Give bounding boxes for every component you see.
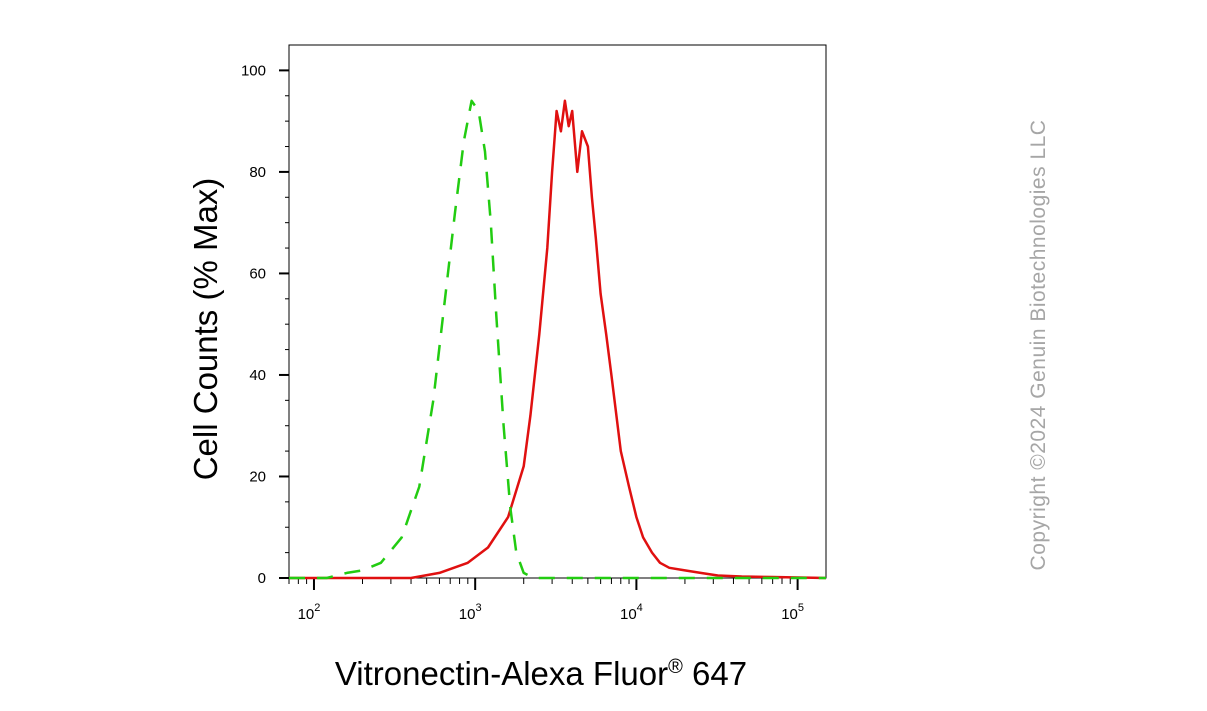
y-tick-label: 40 xyxy=(249,367,266,384)
y-axis: 0 20 40 60 80 100 xyxy=(241,62,289,587)
y-tick-label: 20 xyxy=(249,468,266,485)
x-tick-label: 103 xyxy=(459,602,482,623)
x-tick-label: 105 xyxy=(781,602,804,623)
x-axis-title-registered-mark: ® xyxy=(668,656,683,678)
x-tick-label: 102 xyxy=(298,602,321,623)
x-axis-title-suffix: 647 xyxy=(683,655,747,692)
y-axis-title: Cell Counts (% Max) xyxy=(187,178,224,481)
control-histogram-line xyxy=(289,99,826,580)
series-layer xyxy=(289,99,827,580)
y-tick-label: 60 xyxy=(249,265,266,282)
x-tick-label: 104 xyxy=(620,602,643,623)
x-axis: 102 103 104 105 xyxy=(288,578,804,623)
y-tick-label: 80 xyxy=(249,164,266,181)
copyright-watermark: Copyright ©2024 Genuin Biotechnologies L… xyxy=(1027,120,1050,571)
x-axis-title: Vitronectin-Alexa Fluor® 647 xyxy=(335,655,747,692)
plot-frame xyxy=(288,44,827,579)
y-tick-label: 0 xyxy=(258,570,266,587)
y-tick-label: 100 xyxy=(241,62,266,79)
stained-histogram-line xyxy=(289,99,827,580)
x-axis-title-main: Vitronectin-Alexa Fluor xyxy=(335,655,668,692)
